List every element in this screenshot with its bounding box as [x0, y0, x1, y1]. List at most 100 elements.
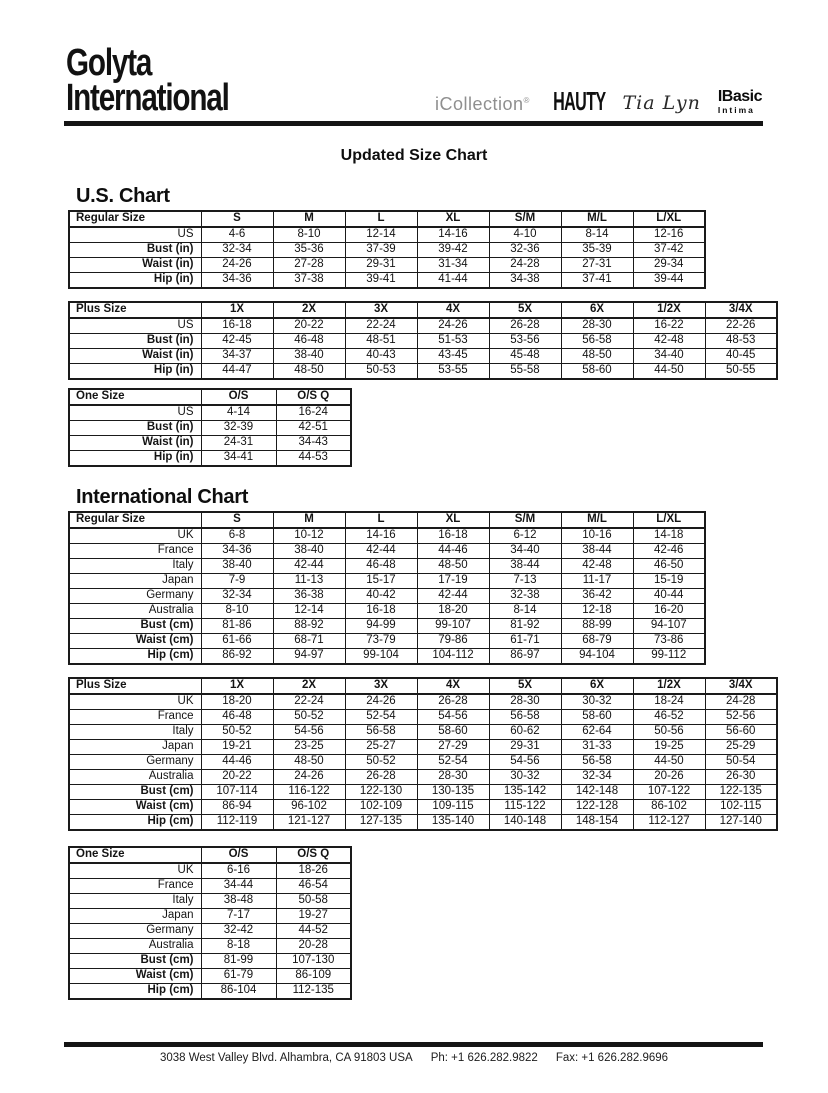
size-cell: 34-37	[200, 348, 274, 364]
size-cell: 54-56	[488, 754, 562, 770]
row-label: Hip (cm)	[68, 983, 202, 1000]
size-cell: 73-79	[344, 633, 418, 649]
size-cell: 50-52	[200, 724, 274, 740]
size-cell: 40-45	[704, 348, 778, 364]
size-cell: 53-55	[416, 363, 490, 380]
size-cell: 42-45	[200, 333, 274, 349]
table-row: Bust (cm) 81-86 88-92 94-99 99-107 81-92 88-99…	[68, 618, 706, 634]
table-row: Italy 50-52 54-56 56-58 58-60 60-62 62-64 50-56…	[68, 724, 778, 740]
size-cell: 27-28	[272, 257, 346, 273]
size-cell: 44-46	[416, 543, 490, 559]
column-header: O/S Q	[275, 846, 352, 864]
size-cell: 24-26	[416, 317, 490, 334]
size-cell: 28-30	[416, 769, 490, 785]
company-logo-line1: Golyta	[66, 42, 152, 84]
size-cell: 102-115	[704, 799, 778, 815]
table-row: UK 6-8 10-12 14-16 16-18 6-12 10-16 14-18	[68, 527, 706, 544]
size-cell: 17-19	[416, 573, 490, 589]
size-cell: 130-135	[416, 784, 490, 800]
size-cell: 18-24	[632, 693, 706, 710]
size-cell: 86-109	[275, 968, 352, 984]
table-row: Waist (cm) 86-94 96-102 102-109 109-115 115-1…	[68, 799, 778, 815]
size-cell: 94-104	[560, 648, 634, 665]
size-cell: 46-48	[344, 558, 418, 574]
size-cell: 73-86	[632, 633, 706, 649]
size-cell: 38-48	[200, 893, 277, 909]
column-header: 1X	[200, 301, 274, 319]
row-label: Japan	[68, 739, 202, 755]
size-cell: 19-21	[200, 739, 274, 755]
size-cell: 135-140	[416, 814, 490, 831]
table-header-row: One Size O/S O/S Q	[68, 388, 352, 406]
tia-lyn-logo: Tia Lyn	[622, 92, 701, 114]
size-cell: 26-30	[704, 769, 778, 785]
table-row: Japan 19-21 23-25 25-27 27-29 29-31 31-33 19-25…	[68, 739, 778, 755]
size-cell: 122-135	[704, 784, 778, 800]
size-cell: 50-52	[272, 709, 346, 725]
size-cell: 42-44	[344, 543, 418, 559]
size-cell: 18-20	[416, 603, 490, 619]
table-row: Japan 7-9 11-13 15-17 17-19 7-13 11-17 15-19	[68, 573, 706, 589]
table-row: Germany 32-42 44-52	[68, 923, 352, 939]
table-row: US 4-14 16-24	[68, 404, 352, 421]
row-label: Bust (in)	[68, 333, 202, 349]
row-label: Australia	[68, 938, 202, 954]
us-one-size-table: One Size O/S O/S Q US 4-14 16-24 Bust (in) 32-3…	[68, 388, 352, 467]
column-header: O/S	[200, 846, 277, 864]
table-corner-label: Regular Size	[68, 511, 202, 529]
table-corner-label: One Size	[68, 388, 202, 406]
size-cell: 34-43	[275, 435, 352, 451]
size-cell: 31-34	[416, 257, 490, 273]
ibasic-intima-logo: IBasic Intima	[717, 88, 763, 117]
table-row: UK 6-16 18-26	[68, 862, 352, 879]
size-cell: 26-28	[344, 769, 418, 785]
size-cell: 32-42	[200, 923, 277, 939]
column-header: XL	[416, 511, 490, 529]
column-header: 1/2X	[632, 677, 706, 695]
size-cell: 142-148	[560, 784, 634, 800]
company-logo: Golyta International	[66, 42, 230, 117]
ibasic-logo-bottom: Intima	[717, 104, 755, 115]
size-cell: 7-13	[488, 573, 562, 589]
size-cell: 102-109	[344, 799, 418, 815]
size-cell: 94-99	[344, 618, 418, 634]
size-cell: 127-140	[704, 814, 778, 831]
size-cell: 140-148	[488, 814, 562, 831]
size-cell: 112-135	[275, 983, 352, 1000]
column-header: 4X	[416, 677, 490, 695]
size-cell: 22-24	[272, 693, 346, 710]
footer-divider-rule	[64, 1042, 763, 1047]
size-cell: 29-34	[632, 257, 706, 273]
size-cell: 56-58	[560, 333, 634, 349]
size-cell: 52-54	[416, 754, 490, 770]
row-label: US	[68, 404, 202, 421]
table-corner-label: Regular Size	[68, 210, 202, 228]
size-cell: 46-54	[275, 878, 352, 894]
icollection-logo: iCollection®	[434, 94, 530, 114]
size-cell: 11-17	[560, 573, 634, 589]
size-cell: 12-14	[344, 226, 418, 243]
size-cell: 8-10	[272, 226, 346, 243]
column-header: S/M	[488, 511, 562, 529]
size-cell: 22-26	[704, 317, 778, 334]
column-header: XL	[416, 210, 490, 228]
size-cell: 112-127	[632, 814, 706, 831]
table-row: Italy 38-40 42-44 46-48 48-50 38-44 42-48 46-50	[68, 558, 706, 574]
table-corner-label: Plus Size	[68, 301, 202, 319]
size-cell: 14-16	[416, 226, 490, 243]
column-header: S	[200, 511, 274, 529]
size-cell: 60-62	[488, 724, 562, 740]
row-label: Germany	[68, 923, 202, 939]
size-cell: 32-38	[488, 588, 562, 604]
international-regular-size-table: Regular Size S M L XL S/M M/L L/XL UK 6-8 10-12 14-…	[68, 511, 706, 665]
size-cell: 20-22	[272, 317, 346, 334]
table-row: Australia 8-18 20-28	[68, 938, 352, 954]
column-header: L/XL	[632, 511, 706, 529]
size-cell: 39-42	[416, 242, 490, 258]
size-cell: 41-44	[416, 272, 490, 289]
size-cell: 48-50	[416, 558, 490, 574]
table-row: US 4-6 8-10 12-14 14-16 4-10 8-14 12-16	[68, 226, 706, 243]
size-cell: 46-48	[272, 333, 346, 349]
size-cell: 58-60	[560, 363, 634, 380]
size-cell: 38-44	[488, 558, 562, 574]
